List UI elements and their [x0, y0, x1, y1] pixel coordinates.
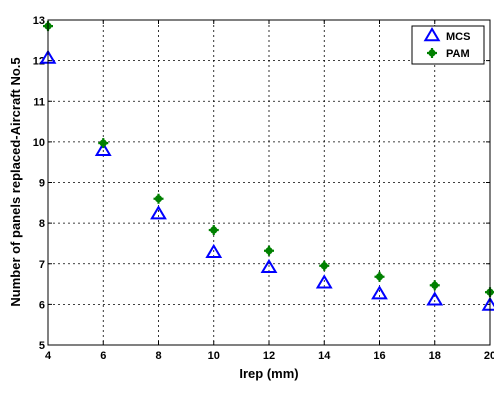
- y-tick-label: 11: [33, 96, 45, 108]
- x-tick-label: 20: [484, 350, 494, 362]
- legend-pam-marker: [427, 48, 437, 58]
- mcs-point: [150, 205, 167, 220]
- y-tick-label: 5: [39, 340, 45, 352]
- mcs-point: [94, 141, 112, 157]
- plot-frame: [47, 19, 491, 346]
- y-tick-label: 8: [39, 218, 45, 230]
- x-tick-label: 6: [100, 350, 106, 362]
- x-tick-label: 4: [45, 350, 52, 362]
- legend-pam-label: PAM: [446, 48, 470, 60]
- x-tick-label: 12: [263, 350, 275, 362]
- x-axis-label: Irep (mm): [239, 366, 298, 381]
- mcs-point: [371, 285, 388, 300]
- data-markers: [39, 21, 494, 311]
- y-tick-label: 6: [39, 299, 45, 311]
- legend-box: [411, 25, 485, 65]
- mcs-point: [260, 258, 278, 274]
- x-tick-label: 16: [373, 350, 385, 362]
- y-tick-label: 10: [33, 137, 45, 149]
- legend: MCS PAM: [411, 25, 485, 65]
- y-tick-label: 12: [33, 56, 45, 68]
- pam-point: [264, 245, 274, 256]
- pam-point: [153, 193, 164, 204]
- x-tick-label: 18: [429, 350, 441, 362]
- x-tick-label: 14: [318, 350, 331, 362]
- mcs-point: [315, 274, 333, 289]
- pam-point: [208, 225, 219, 236]
- grid: [48, 20, 490, 345]
- y-tick-label: 9: [39, 178, 45, 190]
- legend-mcs-marker: [423, 27, 441, 42]
- mcs-point: [205, 243, 223, 258]
- y-tick-label: 7: [39, 259, 45, 271]
- pam-point: [319, 260, 330, 271]
- x-tick-label: 8: [155, 350, 161, 362]
- legend-mcs-label: MCS: [446, 31, 470, 43]
- pam-point: [429, 280, 440, 291]
- y-axis-label: Number of panels replaced-Aircraft No.5: [8, 57, 23, 306]
- pam-point: [374, 271, 385, 282]
- y-tick-label: 13: [33, 15, 45, 27]
- pam-point: [98, 138, 109, 149]
- mcs-point: [426, 291, 444, 306]
- x-tick-label: 10: [208, 350, 220, 362]
- tick-labels: 4 6 8 10 12 14 16 18 20 5 6 7 8 9 10 11 12 13: [33, 15, 494, 362]
